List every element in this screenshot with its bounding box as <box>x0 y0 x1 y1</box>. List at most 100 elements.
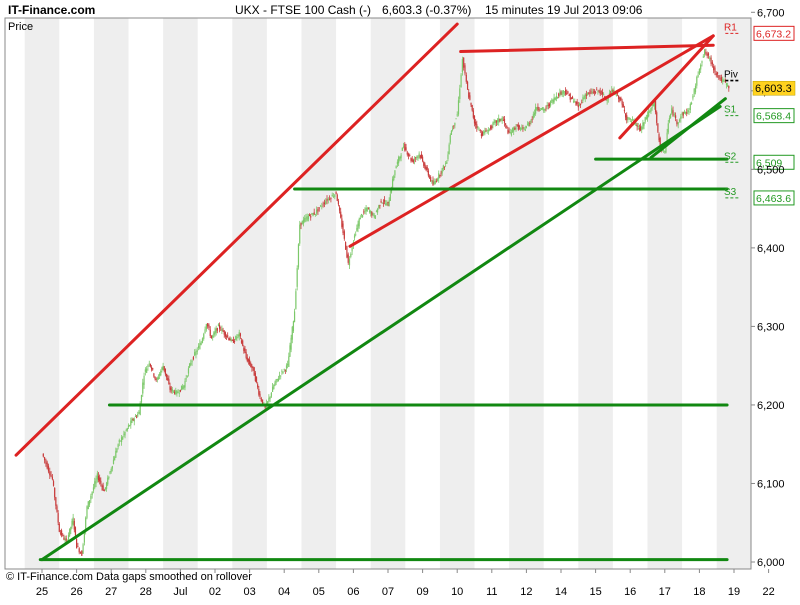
candle-body <box>239 333 241 337</box>
candle-body <box>650 108 652 112</box>
candle-body <box>165 373 168 378</box>
candle-body <box>381 202 383 204</box>
candle-body <box>203 333 205 339</box>
candle-body <box>631 119 634 121</box>
candle-body <box>171 389 173 392</box>
candle-body <box>523 127 525 129</box>
candle-body <box>636 124 638 127</box>
candle-body <box>653 100 656 107</box>
trend-line-red-top-resistance <box>459 43 715 54</box>
candle-body <box>76 538 78 549</box>
candle-body <box>340 211 342 218</box>
candle-body <box>130 420 132 426</box>
candle-body <box>590 91 592 93</box>
candle-body <box>642 122 644 129</box>
candle-body <box>184 381 186 388</box>
candle-body <box>598 90 600 92</box>
candle-body <box>493 121 495 124</box>
candle-body <box>275 379 277 383</box>
candle-body <box>243 347 245 351</box>
candle-body <box>118 440 120 443</box>
candle-body <box>431 180 433 182</box>
candle-body <box>422 156 424 161</box>
candle-body <box>147 365 149 368</box>
candle-body <box>532 114 534 118</box>
candle-body <box>74 527 77 536</box>
day-band <box>301 18 337 569</box>
candle-body <box>370 210 372 214</box>
candle-body <box>260 398 262 402</box>
candle-body <box>681 113 683 115</box>
candle-body <box>251 365 253 369</box>
trend-line-red-rising-wedge <box>348 34 715 248</box>
candle-body <box>368 210 371 212</box>
candle-body <box>698 68 700 74</box>
candle-body <box>238 332 240 337</box>
candle-body <box>465 74 467 82</box>
x-tick-label: 26 <box>70 586 82 598</box>
candle-body <box>213 332 215 336</box>
candle-body <box>576 101 578 105</box>
candle-body <box>424 163 426 169</box>
candle-body <box>672 110 674 116</box>
candle-body <box>86 506 88 518</box>
candle-body <box>588 92 590 94</box>
candle-body <box>432 180 434 186</box>
candle-body <box>214 331 216 334</box>
candle-body <box>507 129 509 134</box>
candle-body <box>258 388 260 395</box>
candle-body <box>644 117 646 122</box>
candle-body <box>406 152 408 155</box>
candle-body <box>607 98 609 100</box>
candle-body <box>223 330 225 335</box>
candle-body <box>663 150 665 152</box>
candle-body <box>509 132 511 134</box>
candle-body <box>399 156 401 160</box>
trend-line-green-steep-support <box>649 97 727 160</box>
candle-body <box>577 105 579 108</box>
candle-body <box>348 259 351 266</box>
candle-body <box>101 485 103 487</box>
candle-body <box>401 147 403 151</box>
candle-body <box>162 365 164 371</box>
candle-body <box>688 111 690 113</box>
candle-body <box>307 216 310 220</box>
candle-body <box>490 126 492 129</box>
candle-body <box>341 218 343 227</box>
candle-body <box>305 217 307 219</box>
candle-body <box>724 81 726 83</box>
candle-body <box>441 168 443 174</box>
candle-body <box>132 418 134 421</box>
candle-body <box>205 324 207 330</box>
candle-body <box>237 334 239 336</box>
candle-body <box>496 119 499 123</box>
candle-body <box>63 537 65 540</box>
candle-body <box>210 335 213 339</box>
candle-body <box>283 369 285 370</box>
candle-body <box>520 128 522 130</box>
x-tick-label: 19 <box>728 586 740 598</box>
candle-body <box>364 210 366 212</box>
candle-body <box>46 462 48 469</box>
candle-body <box>342 223 344 233</box>
candle-body <box>445 163 447 164</box>
candle-body <box>124 432 126 436</box>
candle-body <box>675 115 677 119</box>
candle-body <box>117 444 119 448</box>
candle-body <box>372 213 374 215</box>
candle-body <box>552 99 554 104</box>
candle-body <box>169 386 171 390</box>
candle-body <box>473 115 476 124</box>
candle-body <box>163 366 165 371</box>
candle-body <box>254 372 256 382</box>
candle-body <box>318 207 320 209</box>
candle-body <box>410 157 412 161</box>
candle-body <box>103 490 105 492</box>
candle-body <box>62 534 64 536</box>
candle-body <box>212 335 214 338</box>
x-tick-label: 15 <box>589 586 601 598</box>
candle-body <box>629 118 631 121</box>
y-tick-label: 6,400 <box>757 243 785 255</box>
candle-body <box>612 90 614 92</box>
candle-body <box>217 324 220 327</box>
